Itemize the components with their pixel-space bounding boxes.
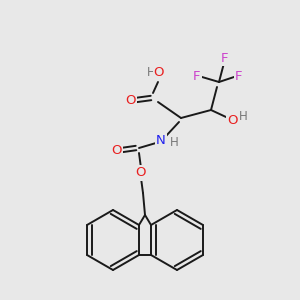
- Text: O: O: [136, 167, 146, 179]
- Text: O: O: [112, 143, 122, 157]
- Text: O: O: [126, 94, 136, 106]
- Text: F: F: [220, 52, 228, 64]
- Text: N: N: [156, 134, 166, 146]
- Text: O: O: [227, 113, 237, 127]
- Text: F: F: [193, 70, 201, 83]
- Text: H: H: [169, 136, 178, 148]
- Text: H: H: [238, 110, 247, 122]
- Text: F: F: [235, 70, 243, 83]
- Text: H: H: [147, 65, 155, 79]
- Text: O: O: [154, 67, 164, 80]
